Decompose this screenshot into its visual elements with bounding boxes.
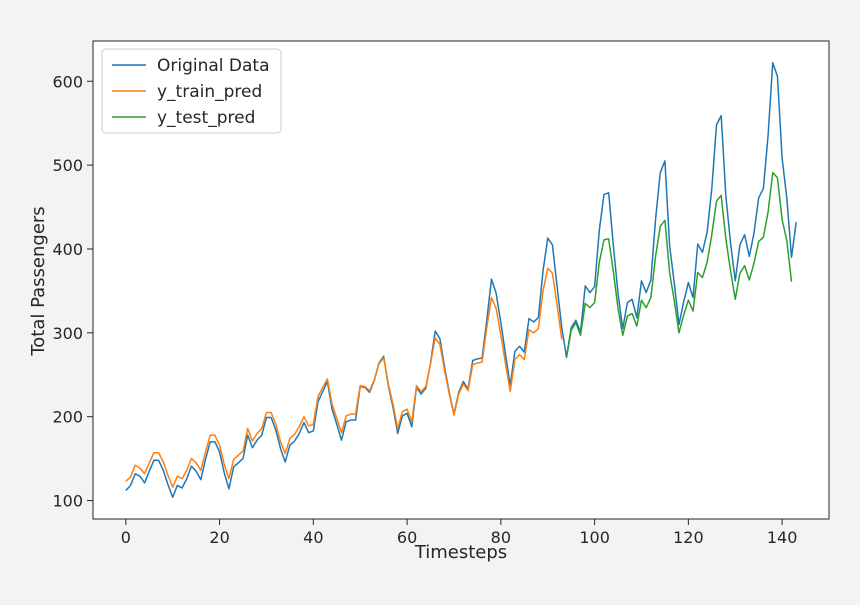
x-tick-label: 140: [767, 528, 798, 547]
y-tick-label: 100: [52, 492, 83, 511]
legend-label-2: y_train_pred: [157, 82, 262, 102]
series-layer: [125, 62, 797, 498]
y-tick-label: 300: [52, 324, 83, 343]
x-tick-label: 40: [303, 528, 323, 547]
series-line-2: [125, 267, 563, 488]
x-axis: 0 20 40 60 80 100 120 140: [121, 519, 798, 547]
y-tick-label: 400: [52, 240, 83, 259]
x-tick-label: 60: [397, 528, 417, 547]
plot-area-frame: [92, 40, 830, 520]
legend: Original Data y_train_pred y_test_pred: [101, 48, 282, 134]
legend-box: [101, 48, 282, 134]
x-tick-label: 20: [209, 528, 229, 547]
legend-label-3: y_test_pred: [157, 108, 255, 128]
y-axis-label: Total Passengers: [28, 206, 49, 356]
series-line-1: [125, 62, 797, 498]
y-tick-label: 600: [52, 72, 83, 91]
x-tick-label: 80: [491, 528, 511, 547]
y-axis: 100 200 300 400 500 600: [52, 72, 93, 511]
legend-label-1: Original Data: [157, 56, 270, 76]
x-tick-label: 100: [579, 528, 610, 547]
y-tick-label: 200: [52, 408, 83, 427]
y-tick-label: 500: [52, 156, 83, 175]
x-tick-label: 120: [673, 528, 704, 547]
series-line-3: [565, 171, 793, 359]
x-axis-label: Timesteps: [414, 542, 507, 563]
x-tick-label: 0: [121, 528, 131, 547]
